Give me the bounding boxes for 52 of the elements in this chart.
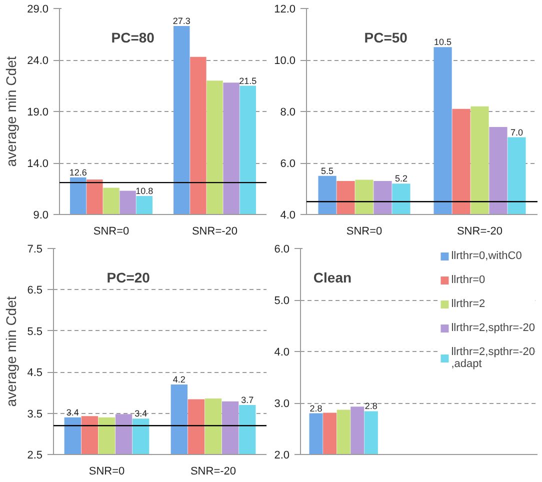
y-tick-label: 9.0 bbox=[33, 210, 49, 222]
text: PC=20 bbox=[106, 270, 150, 286]
y-tick-label: 6.0 bbox=[280, 158, 296, 170]
y-tick-label: 8.0 bbox=[280, 106, 296, 118]
data-label: 27.3 bbox=[172, 16, 190, 26]
y-tick-label: 2.0 bbox=[274, 450, 290, 462]
x-tick-label: SNR=-20 bbox=[192, 226, 238, 238]
text: Clean bbox=[313, 270, 352, 286]
data-label: 5.2 bbox=[394, 174, 408, 184]
data-label: 10.5 bbox=[434, 37, 452, 48]
y-tick-label: 7.5 bbox=[27, 244, 43, 256]
legend-label: llrthr=2,spthr=-20 ,adapt bbox=[451, 346, 535, 370]
legend-label: llrthr=2,spthr=-20 bbox=[451, 322, 535, 334]
x-tick-label: SNR=-20 bbox=[190, 466, 236, 478]
y-tick-label: 10.0 bbox=[274, 55, 296, 67]
data-label: 10.8 bbox=[136, 186, 154, 196]
data-label: 12.6 bbox=[69, 167, 87, 178]
data-label: 5.5 bbox=[321, 166, 334, 176]
y-tick-label: 19.0 bbox=[27, 106, 49, 118]
y-tick-label: 29.0 bbox=[27, 4, 49, 16]
data-label: 21.5 bbox=[239, 76, 257, 86]
x-tick-label: SNR=-20 bbox=[456, 226, 503, 238]
y-tick-label: 5.5 bbox=[27, 326, 43, 338]
text: PC=50 bbox=[364, 30, 408, 46]
x-tick-label: SNR=0 bbox=[93, 226, 130, 238]
y-tick-label: 4.0 bbox=[280, 210, 296, 222]
legend-label: llrthr=0,withC0 bbox=[451, 250, 522, 262]
data-label: 3.4 bbox=[66, 407, 79, 418]
y-tick-label: 4.0 bbox=[274, 346, 290, 358]
data-label: 3.7 bbox=[241, 395, 254, 406]
data-label: 2.8 bbox=[310, 403, 322, 414]
data-label: 4.2 bbox=[172, 374, 186, 384]
y-tick-label: 5.0 bbox=[274, 295, 290, 307]
y-tick-label: 2.5 bbox=[27, 450, 43, 462]
x-tick-label: SNR=0 bbox=[346, 226, 382, 238]
y-axis-title: average min Cdet bbox=[3, 296, 20, 407]
legend-label: llrthr=0 bbox=[451, 274, 486, 286]
y-tick-label: 6.0 bbox=[274, 244, 290, 256]
y-tick-label: 24.0 bbox=[27, 55, 49, 67]
text: PC=80 bbox=[111, 30, 155, 46]
y-tick-label: 12.0 bbox=[274, 4, 296, 16]
y-tick-label: 3.0 bbox=[274, 398, 290, 410]
y-tick-label: 4.5 bbox=[27, 367, 43, 380]
x-tick-label: SNR=0 bbox=[88, 466, 125, 478]
data-label: 3.4 bbox=[134, 408, 148, 419]
legend-label: llrthr=2 bbox=[451, 298, 486, 310]
y-tick-label: 14.0 bbox=[27, 158, 49, 170]
data-label: 2.8 bbox=[364, 401, 378, 412]
y-tick-label: 6.5 bbox=[27, 284, 43, 297]
data-label: 7.0 bbox=[510, 127, 523, 138]
y-axis-title: average min Cdet bbox=[3, 56, 20, 167]
y-tick-label: 3.5 bbox=[27, 408, 43, 420]
